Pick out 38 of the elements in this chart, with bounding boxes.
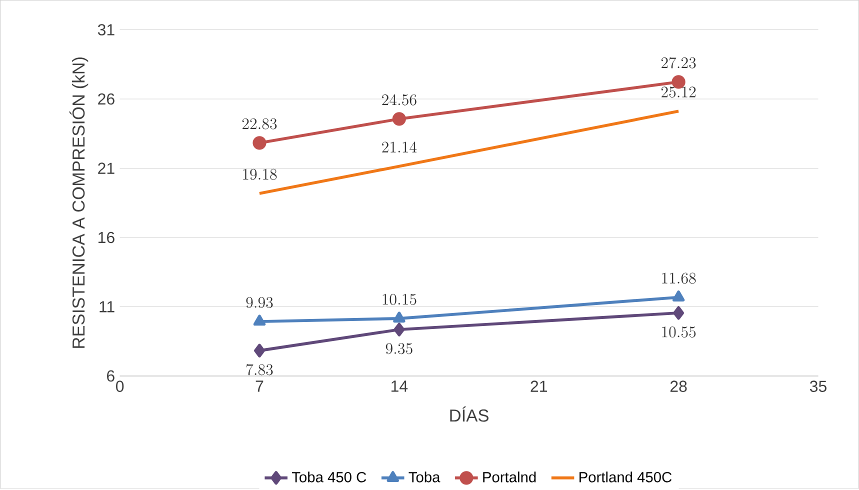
legend-label: Toba 450 C	[292, 472, 366, 483]
point	[393, 312, 406, 323]
y-tick-label: 26	[98, 94, 114, 105]
x-tick-label: 28	[670, 380, 687, 392]
y-tick-label: 11	[100, 301, 114, 312]
point	[253, 314, 266, 326]
point	[673, 306, 684, 320]
legend-label: Toba	[408, 472, 440, 483]
data-label: 21 . 14	[382, 142, 417, 153]
y-tick-label: 31	[98, 24, 114, 36]
y-tick-label: 6	[107, 370, 114, 382]
data-label: 10. 15	[382, 294, 416, 306]
data-label: 19. 18	[243, 169, 277, 180]
point	[672, 290, 685, 302]
data-label: 9.93	[246, 297, 273, 308]
point	[394, 322, 405, 337]
data-label: 7.83	[246, 364, 273, 376]
data-label: 22.83	[242, 118, 277, 130]
x-tick-label: 35	[810, 380, 826, 392]
data-label: 25. 12	[661, 86, 696, 98]
data-label: 11 .68	[662, 272, 696, 284]
legend-label: Portalnd	[483, 472, 536, 483]
x-tick-label: 0	[116, 380, 124, 392]
x-tick-label: 21	[530, 380, 547, 392]
data-label: 24.56	[382, 94, 416, 106]
x-axis-title: DÍAS	[450, 406, 488, 422]
x-tick-label: 7	[256, 380, 264, 392]
y-tick-label: 21	[98, 162, 114, 174]
data-label: 10.55	[662, 326, 696, 338]
point	[252, 136, 266, 150]
data-label: 9.35	[386, 343, 412, 354]
point	[254, 344, 265, 358]
x-tick-label: 14	[392, 380, 408, 392]
point	[392, 112, 406, 126]
y-tick-label: 16	[98, 232, 114, 244]
data-label: 27.23	[661, 57, 696, 69]
y-axis-title: RESISTENICA A COMPRESIÓN (kN)	[70, 58, 88, 348]
legend-label: Portland 450C	[580, 472, 672, 483]
